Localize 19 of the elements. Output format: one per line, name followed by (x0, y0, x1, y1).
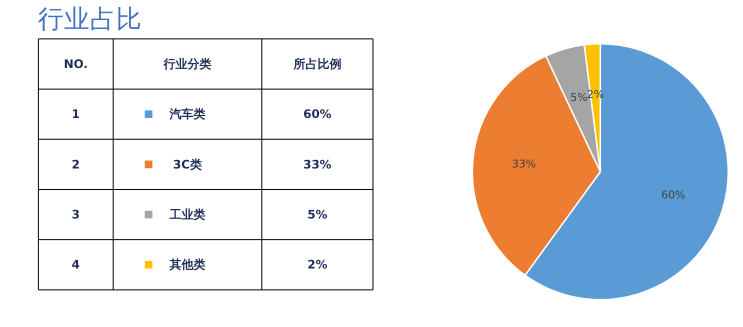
legend-label: 汽车类 (168, 107, 206, 122)
chart-title: 行业占比 (38, 4, 142, 35)
legend-label: 其他类 (168, 258, 206, 272)
legend-label: 3C类 (173, 157, 202, 172)
text: 4 (72, 258, 80, 272)
text: 所占比例 (292, 56, 342, 71)
text: 3 (72, 207, 80, 222)
text: 1 (72, 107, 80, 122)
text: 行业分类 (162, 56, 212, 71)
text: 33% (303, 157, 332, 172)
text: 2 (72, 157, 80, 172)
data-label: 5% (570, 90, 588, 104)
text: 60% (303, 107, 332, 122)
legend-label: 工业类 (168, 207, 206, 222)
text: NO. (64, 56, 88, 71)
text: 5% (307, 207, 328, 222)
data-label: 60% (661, 188, 686, 202)
text: 2% (307, 258, 328, 272)
data-label: 33% (512, 157, 536, 170)
